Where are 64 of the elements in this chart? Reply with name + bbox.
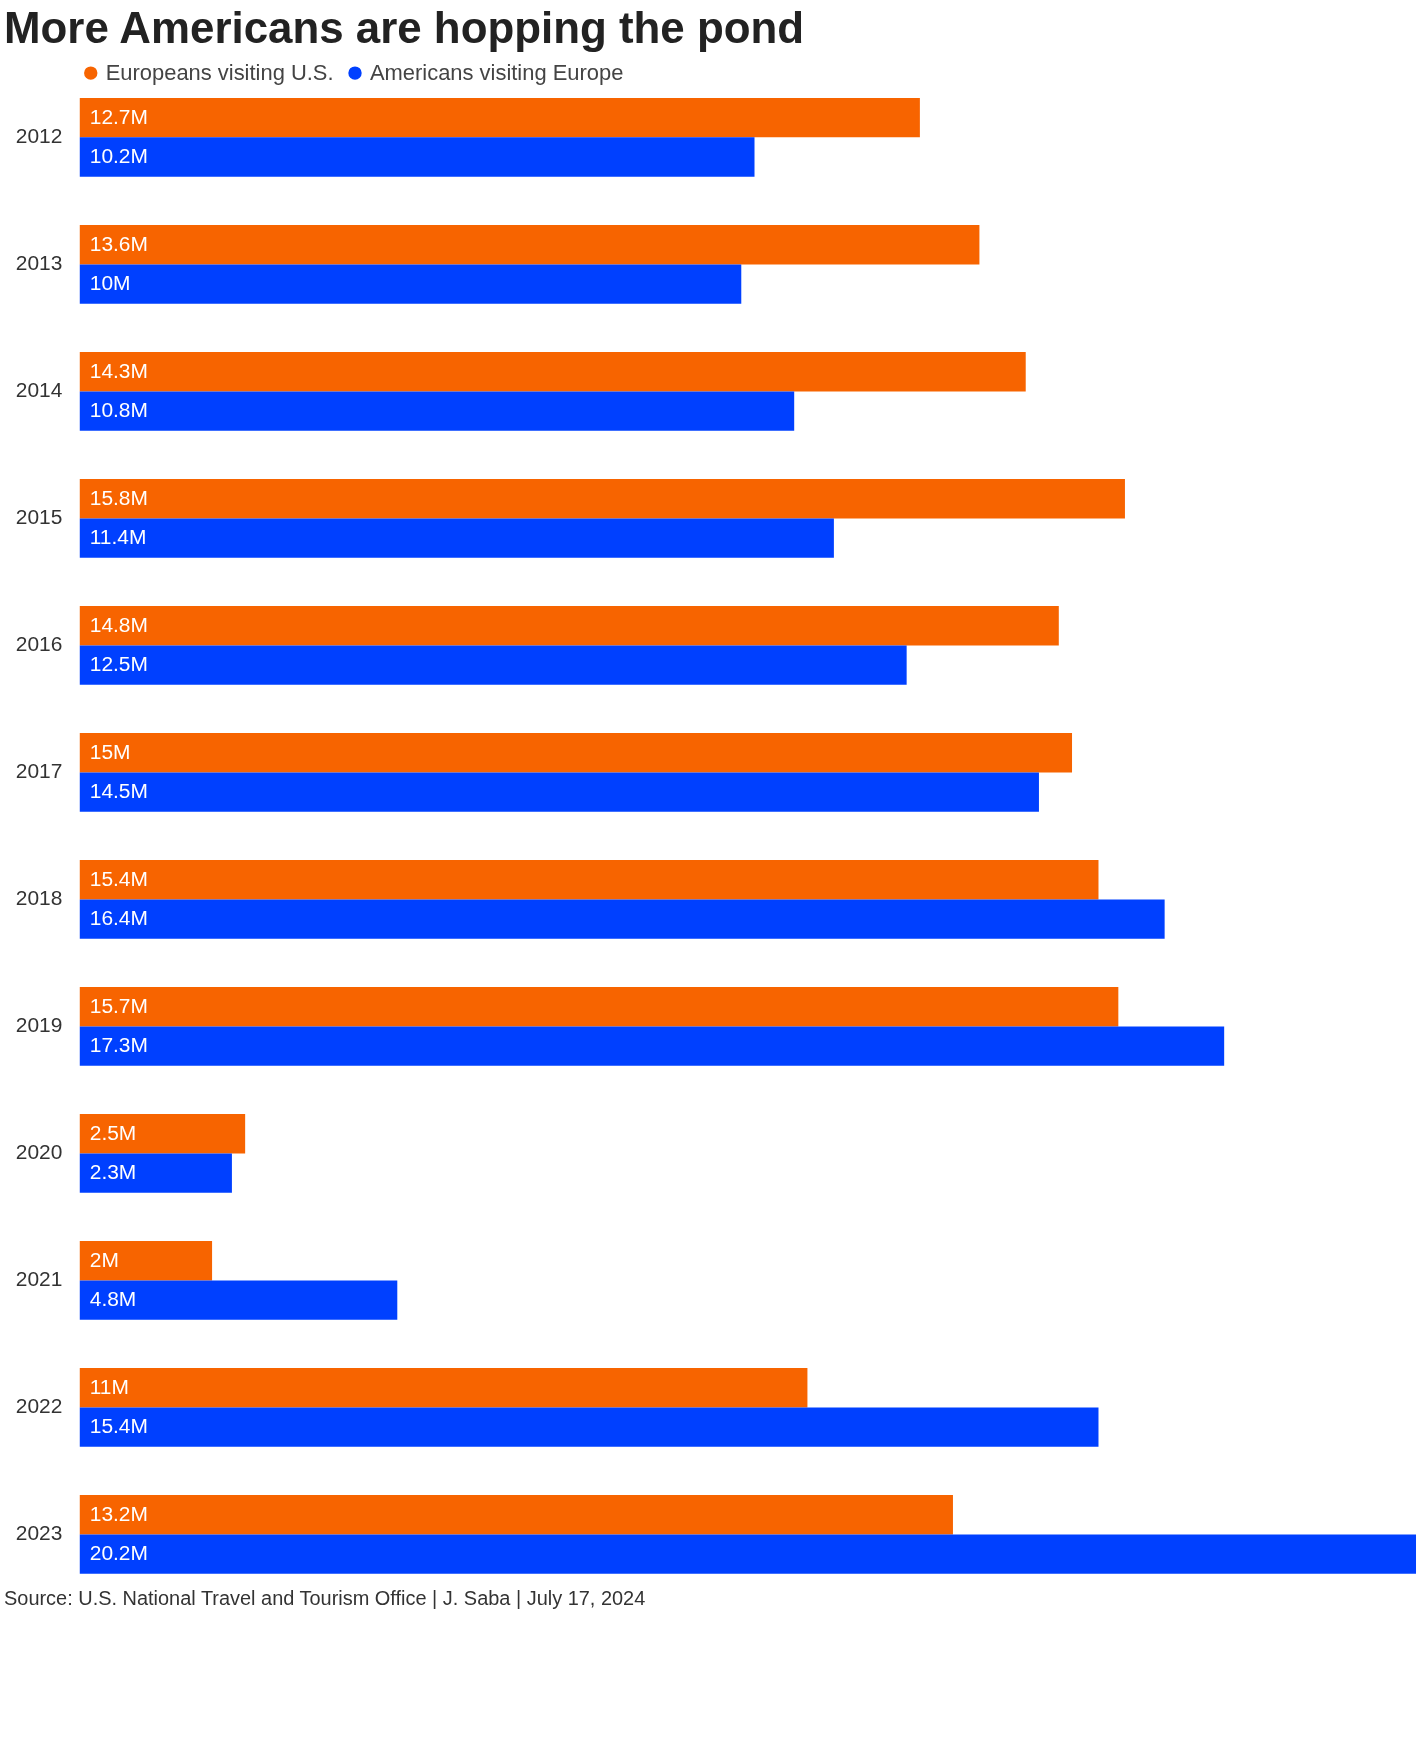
data-label: 12.5M (89, 652, 148, 676)
y-tick-label: 2013 (15, 251, 63, 275)
y-tick-label: 2022 (15, 1394, 63, 1418)
y-tick-label: 2019 (15, 1013, 63, 1037)
data-label: 17.3M (89, 1033, 148, 1057)
data-label: 15.8M (89, 485, 148, 509)
bar (79, 899, 1165, 939)
y-tick-label: 2017 (15, 759, 63, 783)
legend-label: Europeans visiting U.S. (105, 60, 334, 86)
data-label: 11M (89, 1374, 129, 1398)
bar (79, 1495, 953, 1535)
y-tick-label: 2021 (15, 1267, 63, 1291)
data-label: 10.2M (89, 144, 148, 168)
data-label: 14.3M (89, 358, 148, 382)
legend-label: Americans visiting Europe (369, 60, 624, 86)
data-label: 13.6M (89, 231, 148, 255)
data-label: 15M (89, 739, 131, 763)
data-label: 12.7M (89, 104, 148, 128)
bar (79, 606, 1059, 646)
bar (79, 1368, 808, 1408)
y-tick-label: 2015 (15, 505, 63, 529)
y-tick-label: 2012 (15, 124, 63, 148)
bar (79, 479, 1125, 519)
bar (79, 1407, 1099, 1447)
y-tick-label: 2016 (15, 632, 63, 656)
bar (79, 1534, 1417, 1574)
bar (79, 98, 920, 138)
annotation: Source: U.S. National Travel and Tourism Office | J. Saba | July 17, 2024 (3, 1586, 646, 1609)
data-label: 11.4M (89, 525, 147, 549)
bar (79, 1241, 213, 1281)
data-label: 14.5M (89, 779, 148, 803)
bar (79, 137, 755, 177)
data-label: 2M (89, 1247, 119, 1271)
bar (79, 1114, 246, 1154)
bar (79, 225, 980, 265)
data-label: 20.2M (89, 1541, 148, 1565)
data-label: 15.7M (89, 993, 148, 1017)
bar (79, 264, 742, 304)
data-label: 14.8M (89, 612, 148, 636)
chart-title: More Americans are hopping the pond (3, 3, 805, 53)
data-label: 2.3M (89, 1160, 137, 1184)
bar (79, 1153, 232, 1193)
y-tick-label: 2023 (15, 1521, 63, 1545)
data-label: 10M (89, 271, 131, 295)
bar (79, 1026, 1225, 1066)
bar (79, 391, 795, 431)
y-tick-label: 2020 (15, 1140, 63, 1164)
data-label: 2.5M (89, 1120, 137, 1144)
data-label: 10.8M (89, 398, 148, 422)
bar (79, 518, 834, 558)
bar (79, 352, 1026, 392)
bar (79, 1280, 398, 1320)
y-tick-label: 2014 (15, 378, 63, 402)
data-label: 15.4M (89, 866, 148, 890)
data-label: 16.4M (89, 906, 148, 930)
bar (79, 860, 1099, 900)
data-label: 13.2M (89, 1501, 148, 1525)
data-label: 4.8M (89, 1287, 137, 1311)
bar (79, 772, 1039, 812)
bar (79, 645, 907, 685)
bar (79, 987, 1119, 1027)
y-tick-label: 2018 (15, 886, 63, 910)
bar (79, 733, 1073, 773)
data-label: 15.4M (89, 1414, 148, 1438)
